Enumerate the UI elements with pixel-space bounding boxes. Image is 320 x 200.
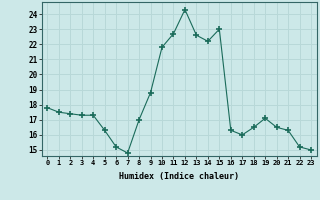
X-axis label: Humidex (Indice chaleur): Humidex (Indice chaleur): [119, 172, 239, 181]
